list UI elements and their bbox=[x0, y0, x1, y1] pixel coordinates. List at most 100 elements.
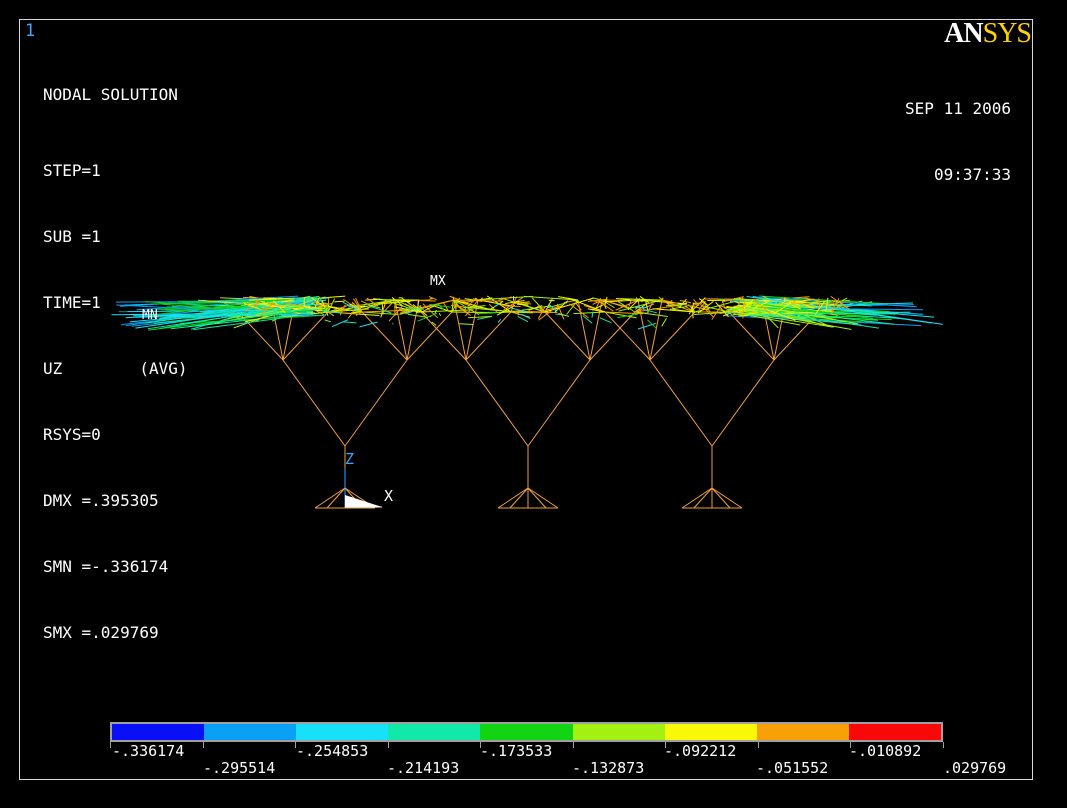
date-text: SEP 11 2006 bbox=[905, 99, 1011, 118]
canopy-line bbox=[361, 311, 399, 316]
legend-label-bottom-5: .029769 bbox=[943, 759, 1007, 777]
roof-line bbox=[388, 305, 404, 322]
support-line bbox=[527, 487, 559, 509]
roof-line bbox=[615, 297, 631, 301]
roof-line bbox=[473, 297, 478, 301]
roof-line bbox=[627, 298, 641, 311]
roof-line bbox=[450, 305, 464, 308]
roof-line bbox=[647, 319, 657, 329]
legend-swatch-5 bbox=[480, 724, 573, 740]
roof-line bbox=[711, 305, 722, 320]
canopy-line bbox=[573, 311, 606, 315]
roof-line bbox=[591, 311, 594, 318]
legend-tick bbox=[202, 742, 204, 748]
roof-line bbox=[548, 303, 558, 312]
roof-line bbox=[422, 303, 438, 319]
legend-label-top-4: -.092212 bbox=[664, 742, 737, 760]
roof-line bbox=[639, 295, 650, 304]
branch-line bbox=[282, 311, 329, 361]
roof-line bbox=[738, 298, 755, 314]
branch-line bbox=[465, 311, 512, 361]
roof-line bbox=[463, 305, 486, 309]
timestamp-block: SEP 11 2006 09:37:33 bbox=[905, 54, 1011, 208]
roof-line bbox=[343, 321, 357, 324]
canopy-edge-line bbox=[171, 295, 319, 324]
canopy-line bbox=[451, 296, 455, 313]
roof-line bbox=[715, 301, 729, 318]
roof-line bbox=[830, 304, 836, 315]
legend-label-bottom-3: -.132873 bbox=[572, 759, 645, 777]
z-axis-label: Z bbox=[345, 450, 354, 468]
canopy-line bbox=[601, 299, 639, 303]
roof-line bbox=[391, 296, 404, 307]
canopy-line bbox=[382, 299, 396, 313]
triad-wedge bbox=[345, 495, 382, 507]
roof-line bbox=[743, 298, 746, 307]
roof-line bbox=[254, 299, 258, 303]
roof-line bbox=[783, 297, 786, 303]
roof-line bbox=[833, 302, 842, 310]
roof-line bbox=[628, 298, 633, 307]
roof-line bbox=[751, 300, 771, 310]
roof-line bbox=[265, 302, 286, 308]
roof-line bbox=[790, 301, 811, 306]
roof-line bbox=[604, 305, 607, 310]
canopy-line bbox=[618, 299, 663, 312]
roof-line bbox=[803, 303, 815, 309]
roof-line bbox=[679, 299, 692, 304]
roof-line bbox=[517, 315, 529, 323]
roof-line bbox=[756, 299, 769, 302]
canopy-edge-line bbox=[274, 298, 301, 312]
info-time: TIME=1 bbox=[43, 293, 101, 312]
branch-line bbox=[527, 359, 591, 447]
roof-line bbox=[752, 299, 772, 315]
roof-line bbox=[247, 303, 249, 306]
ansys-logo: ANSYS bbox=[944, 18, 1032, 49]
legend-tick bbox=[572, 742, 574, 748]
canopy-line bbox=[566, 299, 579, 315]
roof-line bbox=[368, 305, 392, 314]
roof-line bbox=[672, 305, 688, 310]
canopy-line bbox=[394, 306, 422, 313]
roof-line bbox=[698, 298, 709, 306]
support-line bbox=[527, 487, 547, 509]
info-result-item: UZ (AVG) bbox=[43, 359, 188, 378]
legend-tick bbox=[110, 742, 111, 748]
support-line bbox=[693, 487, 713, 509]
roof-line bbox=[497, 318, 502, 323]
branch-line bbox=[649, 359, 713, 447]
min-marker: MN bbox=[142, 308, 158, 323]
roof-line bbox=[459, 323, 474, 325]
canopy-line bbox=[615, 299, 639, 311]
roof-line bbox=[260, 300, 266, 303]
roof-line bbox=[321, 305, 329, 314]
canopy-line bbox=[604, 311, 637, 319]
branch-line bbox=[453, 299, 467, 361]
canopy-line bbox=[694, 311, 730, 315]
support-line bbox=[497, 487, 529, 509]
roof-line bbox=[661, 317, 667, 327]
roof-line bbox=[359, 321, 378, 328]
roof-line bbox=[339, 304, 346, 316]
roof-line bbox=[569, 303, 589, 319]
roof-line bbox=[285, 302, 306, 309]
canopy-line bbox=[510, 311, 534, 314]
legend-tick bbox=[942, 742, 944, 748]
coordinate-triad: Z X bbox=[344, 450, 393, 508]
roof-line bbox=[697, 301, 714, 314]
roof-line bbox=[467, 315, 492, 319]
roof-line bbox=[528, 305, 543, 311]
legend-label-bottom-2: -.214193 bbox=[387, 759, 460, 777]
roof-line bbox=[373, 298, 382, 301]
canopy-line bbox=[474, 297, 479, 301]
roof-line bbox=[324, 319, 331, 323]
roof-line bbox=[599, 317, 612, 324]
canopy-edge-line bbox=[748, 314, 801, 326]
roof-line bbox=[431, 321, 437, 326]
support-line bbox=[711, 487, 743, 509]
roof-line bbox=[407, 313, 429, 318]
roof-line bbox=[449, 295, 469, 304]
roof-line bbox=[505, 300, 525, 305]
canopy-line bbox=[587, 308, 606, 313]
canopy-line bbox=[383, 299, 420, 305]
